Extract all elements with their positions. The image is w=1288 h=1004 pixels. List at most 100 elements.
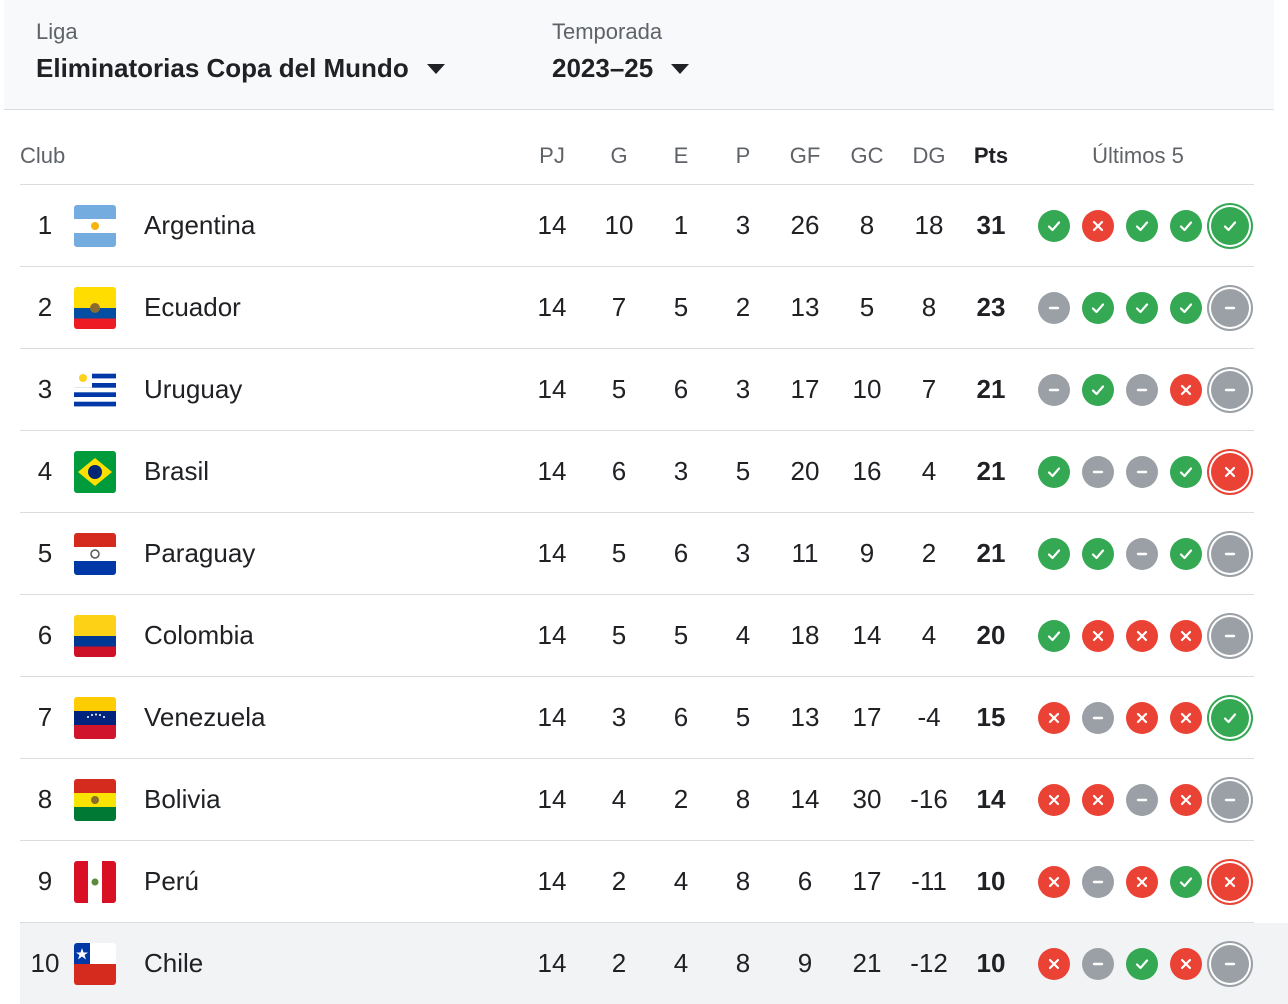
win-check-icon[interactable] xyxy=(1170,865,1202,898)
table-row[interactable]: 1 Argentina 14 10 1 3 26 8 18 31 xyxy=(20,185,1254,267)
win-check-icon[interactable] xyxy=(1038,619,1070,652)
table-row[interactable]: 3 Uruguay 14 5 6 3 17 10 7 21 xyxy=(20,349,1254,431)
win-check-icon[interactable] xyxy=(1126,291,1158,324)
header-e: E xyxy=(673,143,689,168)
stat-pts: 21 xyxy=(976,374,1006,404)
team-name[interactable]: Ecuador xyxy=(144,292,241,322)
team-name[interactable]: Uruguay xyxy=(144,374,243,404)
loss-x-icon[interactable] xyxy=(1082,209,1114,242)
win-check-icon[interactable] xyxy=(1126,209,1158,242)
team-name[interactable]: Venezuela xyxy=(144,702,266,732)
draw-minus-icon[interactable] xyxy=(1126,783,1158,816)
win-check-icon[interactable] xyxy=(1082,537,1114,570)
draw-minus-icon[interactable] xyxy=(1211,616,1249,655)
draw-minus-icon[interactable] xyxy=(1126,455,1158,488)
stat-p: 5 xyxy=(735,456,751,486)
loss-x-icon[interactable] xyxy=(1082,619,1114,652)
win-check-icon[interactable] xyxy=(1038,455,1070,488)
team-name[interactable]: Argentina xyxy=(144,210,256,240)
stat-gc: 10 xyxy=(852,374,882,404)
win-check-icon[interactable] xyxy=(1082,373,1114,406)
draw-minus-icon[interactable] xyxy=(1082,947,1114,980)
league-dropdown[interactable]: Eliminatorias Copa del Mundo xyxy=(36,46,445,90)
win-check-icon[interactable] xyxy=(1170,537,1202,570)
loss-x-icon[interactable] xyxy=(1038,947,1070,980)
win-check-icon[interactable] xyxy=(1211,206,1249,245)
loss-x-icon[interactable] xyxy=(1038,865,1070,898)
draw-minus-icon[interactable] xyxy=(1126,537,1158,570)
win-check-icon[interactable] xyxy=(1170,209,1202,242)
season-filter[interactable]: Temporada 2023–25 xyxy=(552,18,690,90)
table-row[interactable]: 9 Perú 14 2 4 8 6 17 -11 10 xyxy=(20,841,1254,923)
draw-minus-icon[interactable] xyxy=(1211,780,1249,819)
stat-gf: 26 xyxy=(790,210,820,240)
team-name[interactable]: Chile xyxy=(144,948,204,978)
stat-pj: 14 xyxy=(537,702,567,732)
draw-minus-icon[interactable] xyxy=(1126,373,1158,406)
last-5-form xyxy=(1038,185,1261,266)
draw-minus-icon[interactable] xyxy=(1038,373,1070,406)
draw-minus-icon[interactable] xyxy=(1082,865,1114,898)
table-row[interactable]: 4 Brasil 14 6 3 5 20 16 4 21 xyxy=(20,431,1254,513)
win-check-icon[interactable] xyxy=(1126,947,1158,980)
loss-x-icon[interactable] xyxy=(1170,783,1202,816)
stat-dg: 2 xyxy=(921,538,937,568)
stat-pts: 15 xyxy=(976,702,1006,732)
table-row[interactable]: 5 Paraguay 14 5 6 3 11 9 2 21 xyxy=(20,513,1254,595)
win-check-icon[interactable] xyxy=(1082,291,1114,324)
stat-gc: 5 xyxy=(859,292,875,322)
win-check-icon[interactable] xyxy=(1038,209,1070,242)
team-name[interactable]: Colombia xyxy=(144,620,254,650)
team-name[interactable]: Perú xyxy=(144,866,199,896)
stat-gf: 13 xyxy=(790,702,820,732)
stat-p: 8 xyxy=(735,948,751,978)
win-check-icon[interactable] xyxy=(1038,537,1070,570)
season-dropdown[interactable]: 2023–25 xyxy=(552,46,690,90)
loss-x-icon[interactable] xyxy=(1038,783,1070,816)
team-name[interactable]: Bolivia xyxy=(144,784,221,814)
table-row[interactable]: 7 Venezuela 14 3 6 5 13 17 -4 15 xyxy=(20,677,1254,759)
draw-minus-icon[interactable] xyxy=(1082,455,1114,488)
stat-g: 5 xyxy=(611,538,627,568)
draw-minus-icon[interactable] xyxy=(1211,944,1249,983)
loss-x-icon[interactable] xyxy=(1126,619,1158,652)
draw-minus-icon[interactable] xyxy=(1211,370,1249,409)
stat-g: 2 xyxy=(611,866,627,896)
table-row[interactable]: 8 Bolivia 14 4 2 8 14 30 -16 14 xyxy=(20,759,1254,841)
peru-flag-icon xyxy=(74,861,116,903)
loss-x-icon[interactable] xyxy=(1038,701,1070,734)
loss-x-icon[interactable] xyxy=(1170,373,1202,406)
stat-pj: 14 xyxy=(537,866,567,896)
team-name[interactable]: Paraguay xyxy=(144,538,256,568)
win-check-icon[interactable] xyxy=(1170,455,1202,488)
loss-x-icon[interactable] xyxy=(1170,947,1202,980)
league-filter[interactable]: Liga Eliminatorias Copa del Mundo xyxy=(36,18,445,90)
loss-x-icon[interactable] xyxy=(1126,865,1158,898)
team-name[interactable]: Brasil xyxy=(144,456,210,486)
header-gc: GC xyxy=(850,143,884,168)
table-row[interactable]: 10 Chile 14 2 4 8 9 21 -12 10 xyxy=(20,923,1288,1004)
stat-gc: 8 xyxy=(859,210,875,240)
loss-x-icon[interactable] xyxy=(1170,701,1202,734)
stat-gc: 30 xyxy=(852,784,882,814)
loss-x-icon[interactable] xyxy=(1170,619,1202,652)
draw-minus-icon[interactable] xyxy=(1211,534,1249,573)
stat-gf: 6 xyxy=(797,866,813,896)
position: 10 xyxy=(30,948,60,978)
stat-gf: 9 xyxy=(797,948,813,978)
loss-x-icon[interactable] xyxy=(1211,452,1249,491)
loss-x-icon[interactable] xyxy=(1126,701,1158,734)
win-check-icon[interactable] xyxy=(1170,291,1202,324)
win-check-icon[interactable] xyxy=(1211,698,1249,737)
loss-x-icon[interactable] xyxy=(1211,862,1249,901)
header-gf: GF xyxy=(789,143,821,168)
draw-minus-icon[interactable] xyxy=(1211,288,1249,327)
table-row[interactable]: 6 Colombia 14 5 5 4 18 14 4 20 xyxy=(20,595,1254,677)
draw-minus-icon[interactable] xyxy=(1038,291,1070,324)
table-row[interactable]: 2 Ecuador 14 7 5 2 13 5 8 23 xyxy=(20,267,1254,349)
loss-x-icon[interactable] xyxy=(1082,783,1114,816)
stat-p: 8 xyxy=(735,784,751,814)
last-5-form xyxy=(1038,677,1261,758)
position: 4 xyxy=(37,456,53,486)
draw-minus-icon[interactable] xyxy=(1082,701,1114,734)
